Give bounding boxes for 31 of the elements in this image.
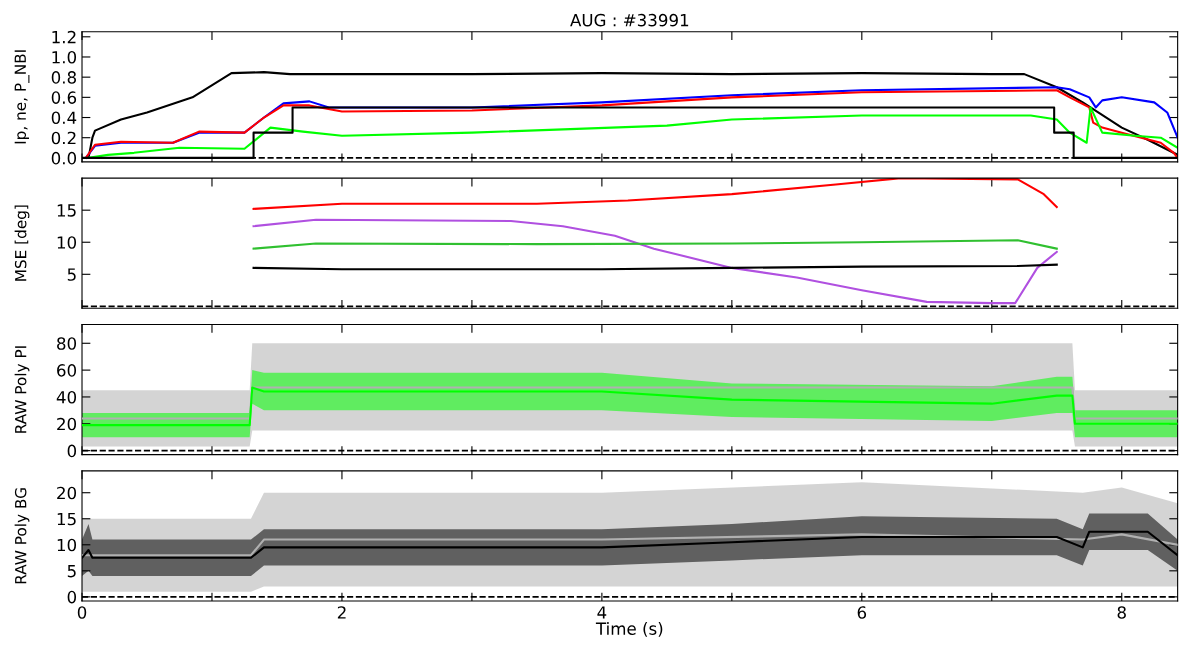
x-tick-label: 4 [597,606,607,619]
y-tick-label: 0 [67,444,77,458]
y-tick-label: 0.2 [51,131,76,145]
x-tick-label: 2 [337,606,346,619]
x-tick-label: 0 [77,606,87,619]
y-tick-label: 10 [57,236,77,249]
y-axis-title: MSE [deg] [14,205,30,281]
y-tick-label: 0.0 [51,151,77,165]
chart-title: AUG : #33991 [570,13,689,27]
y-tick-label: 80 [57,337,77,350]
y-tick-label: 15 [57,204,76,217]
y-tick-label: 1.0 [52,50,77,64]
x-tick-label: 6 [857,606,867,619]
y-tick-label: 0 [67,590,77,604]
y-tick-label: 0.4 [51,111,77,125]
y-tick-label: 20 [57,417,77,431]
y-axis-title: RAW Poly BG [14,488,30,584]
y-axis-title: Ip, ne, P_NBI [14,50,30,144]
y-tick-label: 0.6 [51,91,77,104]
y-tick-label: 10 [57,538,77,552]
y-tick-label: 0.8 [51,71,77,84]
y-tick-label: 5 [67,565,76,578]
y-tick-label: 5 [67,268,76,281]
x-axis-title: Time (s) [595,622,663,637]
y-tick-label: 20 [57,486,77,500]
y-axis-title: RAW Poly PI [14,346,30,433]
y-tick-label: 40 [56,390,77,404]
y-tick-label: 15 [57,512,76,526]
y-tick-label: 1.2 [52,30,76,44]
x-tick-label: 8 [1117,606,1126,619]
y-tick-label: 60 [57,364,77,377]
